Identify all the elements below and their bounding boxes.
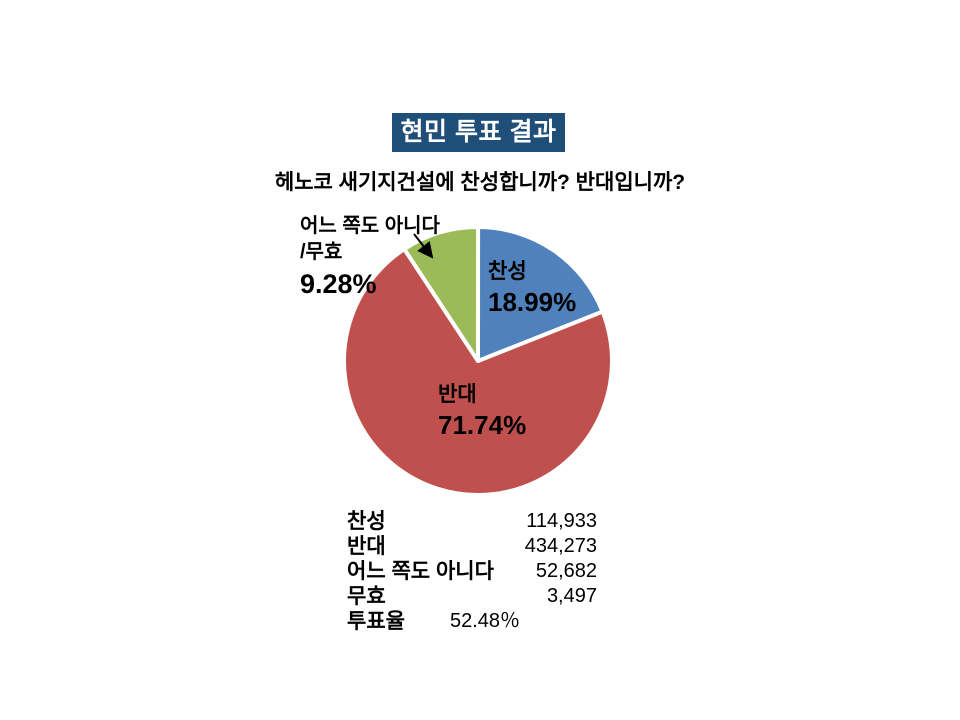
results-table: 찬성 114,933 반대 434,273 어느 쪽도 아니다 52,682 무…: [347, 509, 597, 634]
pie-slice-agree: [476, 225, 605, 363]
callout-arrow: [413, 233, 434, 259]
row-value: 114,933: [526, 510, 597, 532]
pie-label-neither-percent: 9.28%: [300, 269, 377, 299]
pie-label-oppose: 반대 71.74%: [438, 381, 526, 441]
table-row: 어느 쪽도 아니다 52,682: [347, 559, 597, 584]
row-value: 434,273: [524, 535, 597, 557]
table-row: 무효 3,497: [347, 584, 597, 609]
pie-slices: [342, 224, 614, 497]
row-value: 52,682: [535, 560, 597, 582]
question-subtitle: 헤노코 새기지건설에 찬성합니까? 반대입니까?: [274, 171, 686, 194]
row-label: 찬성: [347, 510, 386, 533]
table-row: 반대 434,273: [347, 534, 597, 559]
pie-label-agree-name: 찬성: [488, 260, 527, 283]
pie-label-oppose-name: 반대: [438, 383, 477, 406]
pie-label-oppose-percent: 71.74%: [438, 410, 527, 440]
pie-label-neither: 어느 쪽도 아니다 /무효 9.28%: [300, 213, 440, 301]
pie-slice-oppose: [342, 247, 614, 497]
row-value: 3,497: [546, 585, 597, 607]
row-label: 무효: [347, 585, 386, 608]
page-title: 현민 투표 결과: [392, 113, 565, 152]
pie-label-neither-line2: /무효: [300, 241, 343, 263]
pie-label-neither-line1: 어느 쪽도 아니다: [300, 215, 440, 237]
table-row: 투표율 52.48％: [347, 609, 597, 634]
table-row: 찬성 114,933: [347, 509, 597, 534]
row-value: 52.48％: [450, 610, 521, 632]
row-label: 투표율: [347, 610, 405, 633]
pie-slice-neither: [402, 224, 481, 363]
row-label: 반대: [347, 535, 386, 558]
pie-label-agree: 찬성 18.99%: [488, 258, 576, 318]
pie-label-agree-percent: 18.99%: [488, 287, 577, 317]
row-label: 어느 쪽도 아니다: [347, 560, 494, 583]
